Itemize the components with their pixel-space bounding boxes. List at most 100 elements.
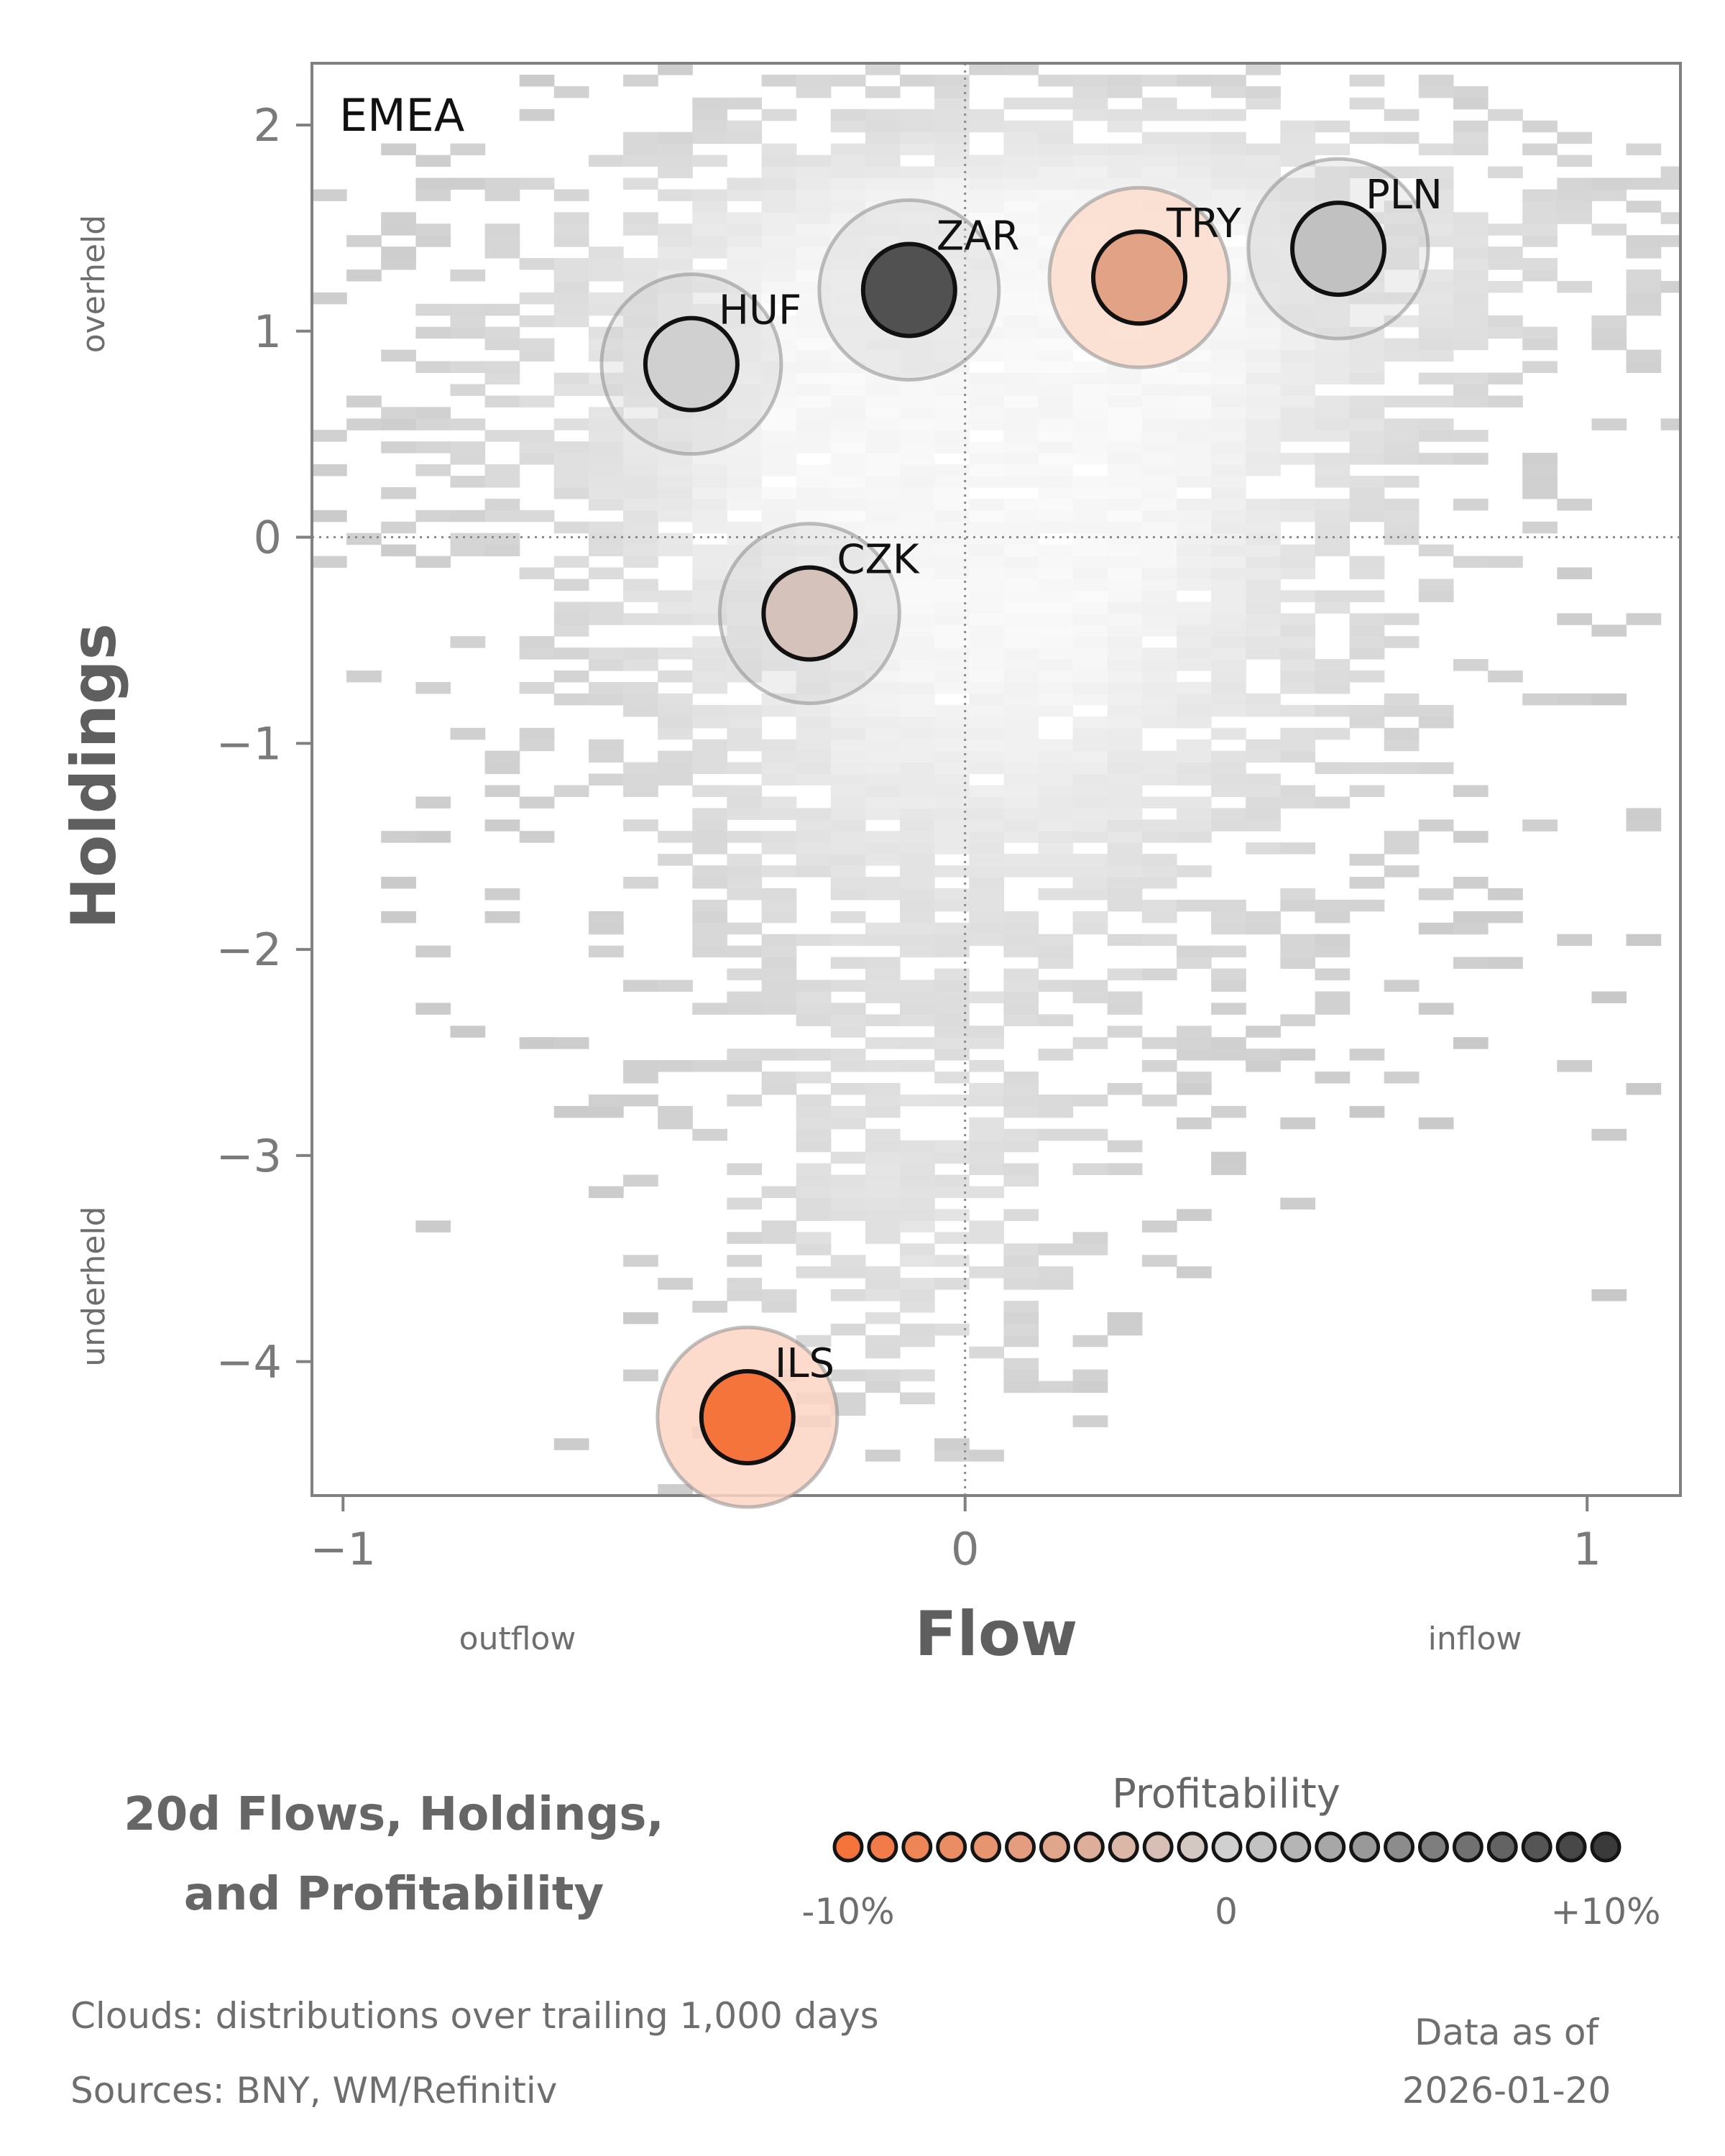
y-tick-label: 0 [254,512,282,564]
cloud-cell [900,785,935,797]
cloud-cell [727,224,763,236]
cloud-cell [1177,418,1212,430]
cloud-cell [381,441,416,453]
cloud-cell [727,796,763,808]
cloud-cell [589,338,624,351]
cloud-cell [796,716,832,729]
cloud-cell [830,166,866,178]
cloud-cell [692,682,727,694]
cloud-cell [969,796,1004,808]
cloud-cell [1177,395,1212,407]
cloud-cell [1660,212,1680,224]
cloud-cell [830,854,866,866]
cloud-cell [484,750,520,763]
cloud-cell [900,1003,935,1015]
cloud-cell [865,991,901,1003]
cloud-cell [553,464,589,476]
cloud-cell [1418,762,1454,775]
cloud-cell [1349,625,1385,637]
cloud-cell [1003,1381,1039,1393]
cloud-cell [1211,384,1246,396]
cloud-cell [623,212,658,224]
cloud-cell [761,968,797,981]
cloud-cell [934,109,970,121]
cloud-cell [900,407,935,419]
cloud-cell [900,1369,935,1382]
cloud-cell [1107,487,1143,499]
cloud-cell [865,212,901,224]
cloud-cell [1349,716,1385,729]
cloud-cell [553,418,589,430]
cloud-cell [484,326,520,339]
cloud-cell [934,682,970,694]
cloud-cell [934,1209,970,1221]
cloud-cell [1072,865,1108,877]
cloud-cell [1141,418,1177,430]
cloud-cell [900,338,935,351]
cloud-cell [589,1095,624,1107]
cloud-cell [381,407,416,419]
cloud-cell [1246,911,1281,923]
legend-swatch [970,1831,1002,1863]
cloud-cell [969,590,1004,602]
cloud-cell [484,498,520,511]
cloud-cell [1003,613,1039,625]
cloud-cell [658,1060,693,1072]
cloud-cell [1280,636,1315,648]
cloud-cell [969,865,1004,877]
cloud-cell [589,270,624,282]
cloud-cell [1003,648,1039,660]
legend-swatch [1452,1831,1484,1863]
cloud-cell [1038,1278,1074,1290]
cloud-cell [969,1220,1004,1233]
cloud-cell [1177,1026,1212,1038]
cloud-cell [727,1255,763,1267]
cloud-cell [761,1072,797,1084]
cloud-cell [796,1186,832,1198]
cloud-cell [589,544,624,557]
cloud-cell [692,750,727,763]
cloud-cell [1384,224,1420,236]
cloud-cell [830,877,866,889]
cloud-cell [553,270,589,282]
cloud-cell [969,521,1004,534]
cloud-cell [692,189,727,201]
cloud-cell [1003,315,1039,328]
cloud-cell [1211,1105,1246,1118]
legend-swatch [1521,1831,1552,1863]
cloud-cell [1315,498,1351,511]
cloud-cell [761,109,797,121]
cloud-cell [1211,590,1246,602]
cloud-cell [1141,132,1177,144]
cloud-cell [865,533,901,545]
cloud-cell [589,430,624,442]
cloud-cell [865,739,901,752]
cloud-cell [830,1392,866,1404]
cloud-cell [1038,556,1074,568]
cloud-cell [1003,224,1039,236]
cloud-cell [1038,693,1074,706]
cloud-cell [692,418,727,430]
cloud-cell [900,739,935,752]
cloud-cell [1141,934,1177,946]
cloud-cell [830,74,866,87]
cloud-cell [1280,842,1315,854]
cloud-cell [865,521,901,534]
cloud-cell [1107,750,1143,763]
cloud-cell [589,682,624,694]
cloud-cell [1107,727,1143,740]
cloud-cell [900,1163,935,1176]
cloud-cell [761,762,797,775]
cloud-cell [1141,430,1177,442]
cloud-cell [1177,831,1212,843]
cloud-cell [1522,464,1558,476]
cloud-cell [1557,1060,1592,1072]
cloud-cell [1177,464,1212,476]
cloud-cell [1038,143,1074,156]
cloud-cell [969,1266,1004,1279]
cloud-cell [830,510,866,522]
cloud-cell [900,648,935,660]
cloud-cell [381,349,416,362]
legend-swatch [1246,1831,1277,1863]
cloud-cell [484,361,520,373]
